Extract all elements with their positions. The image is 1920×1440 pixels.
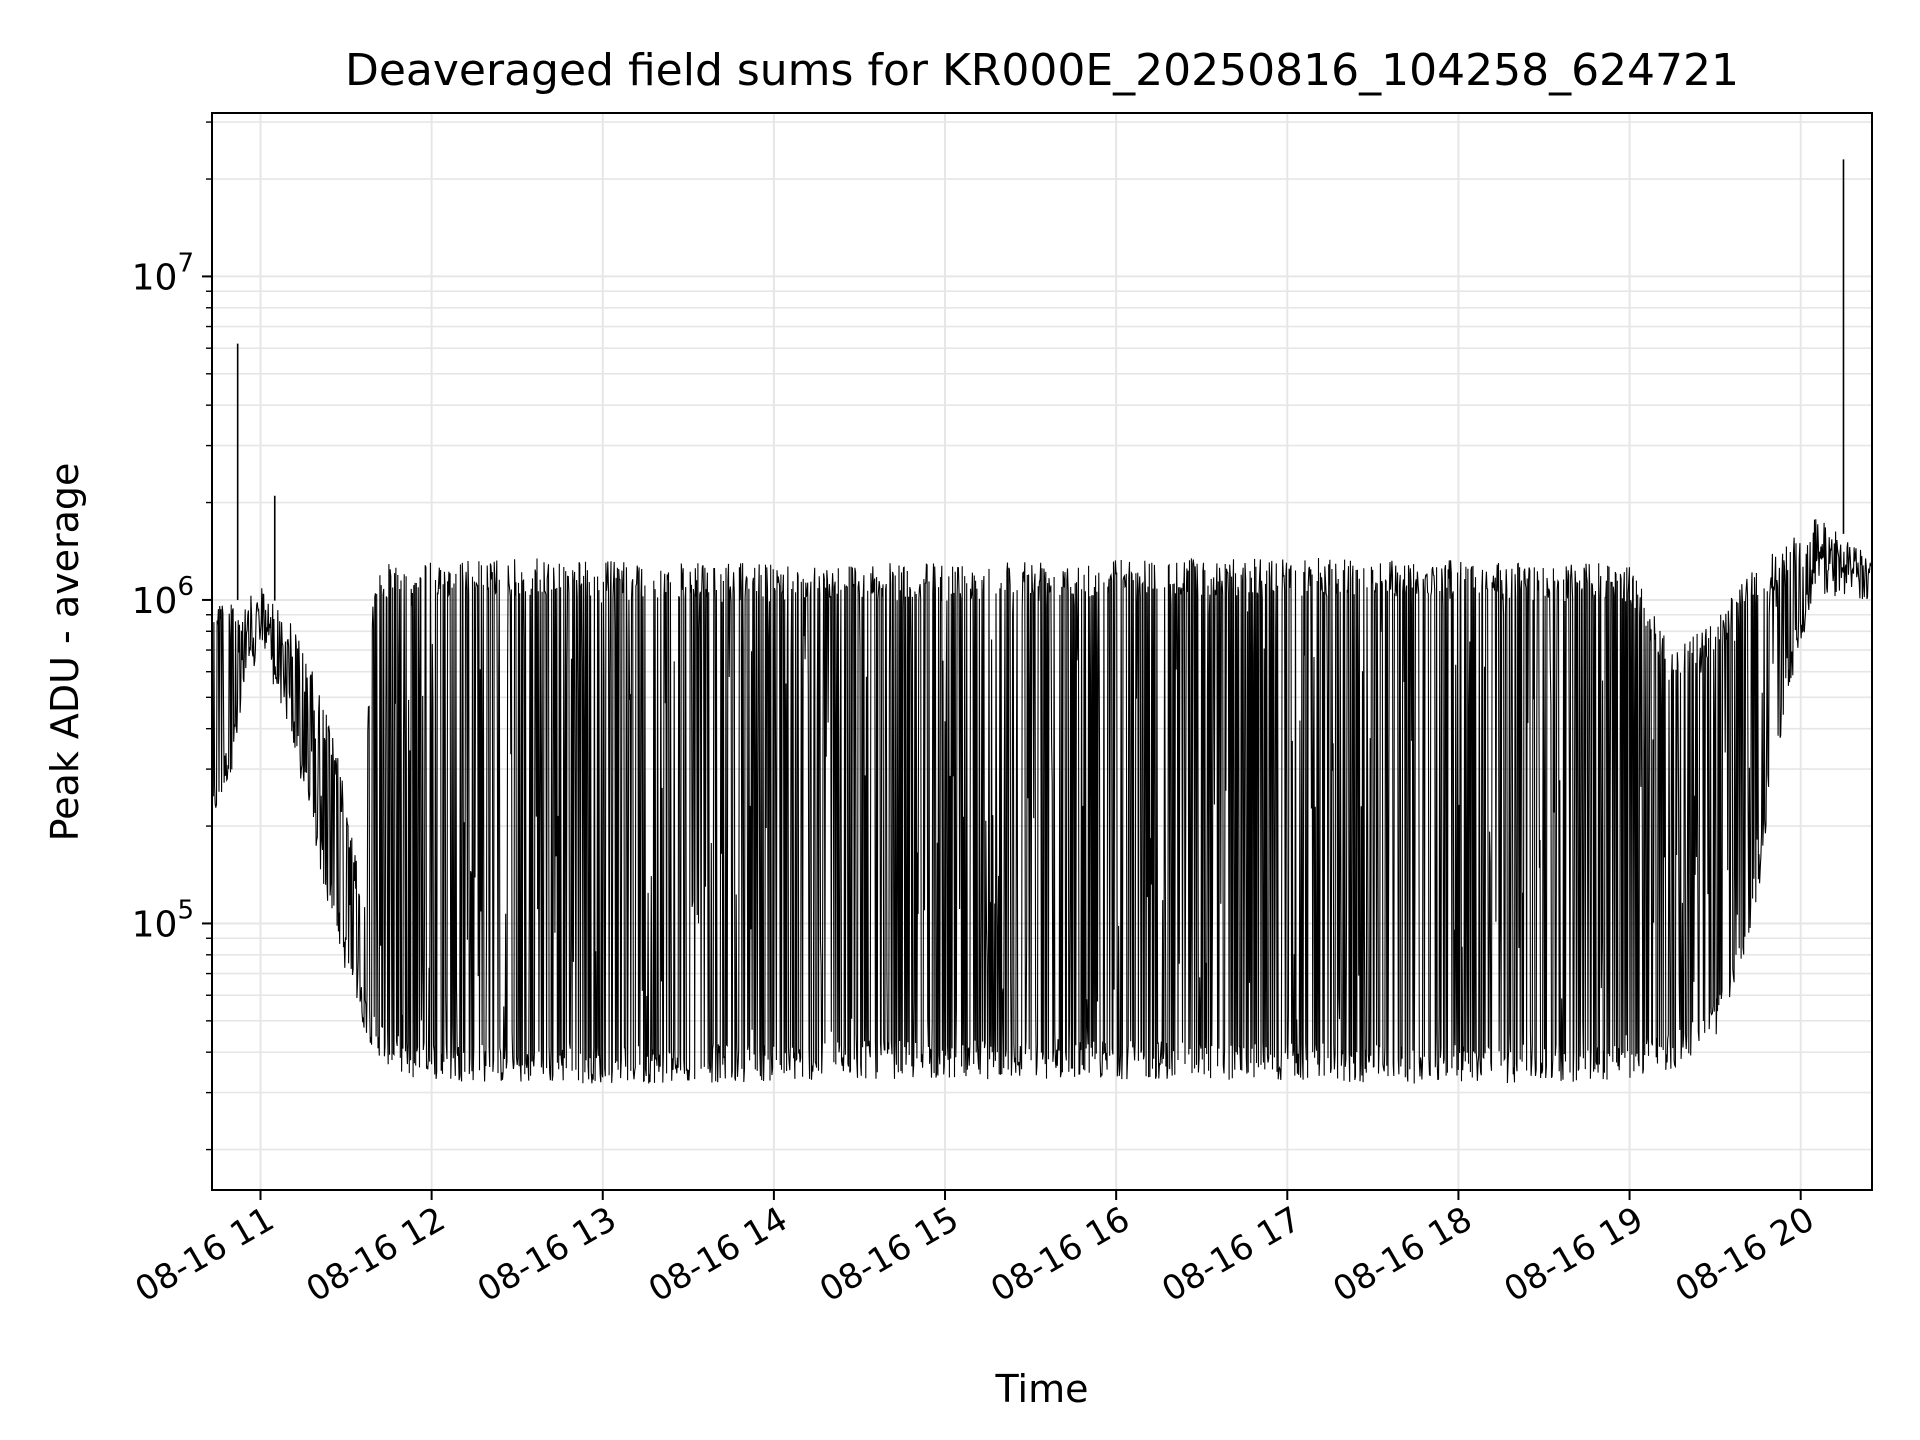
axes-frame	[211, 112, 1873, 1191]
series-layer	[212, 159, 1872, 1084]
x-axis-label: Time	[995, 1367, 1089, 1411]
y-tick-label: 107	[132, 248, 194, 298]
y-tick-label: 106	[132, 572, 194, 622]
series-line	[212, 519, 1872, 1084]
y-tick-label: 105	[132, 895, 194, 945]
y-axis-label: Peak ADU - average	[43, 463, 87, 842]
chart-title: Deaveraged field sums for KR000E_2025081…	[345, 45, 1739, 96]
